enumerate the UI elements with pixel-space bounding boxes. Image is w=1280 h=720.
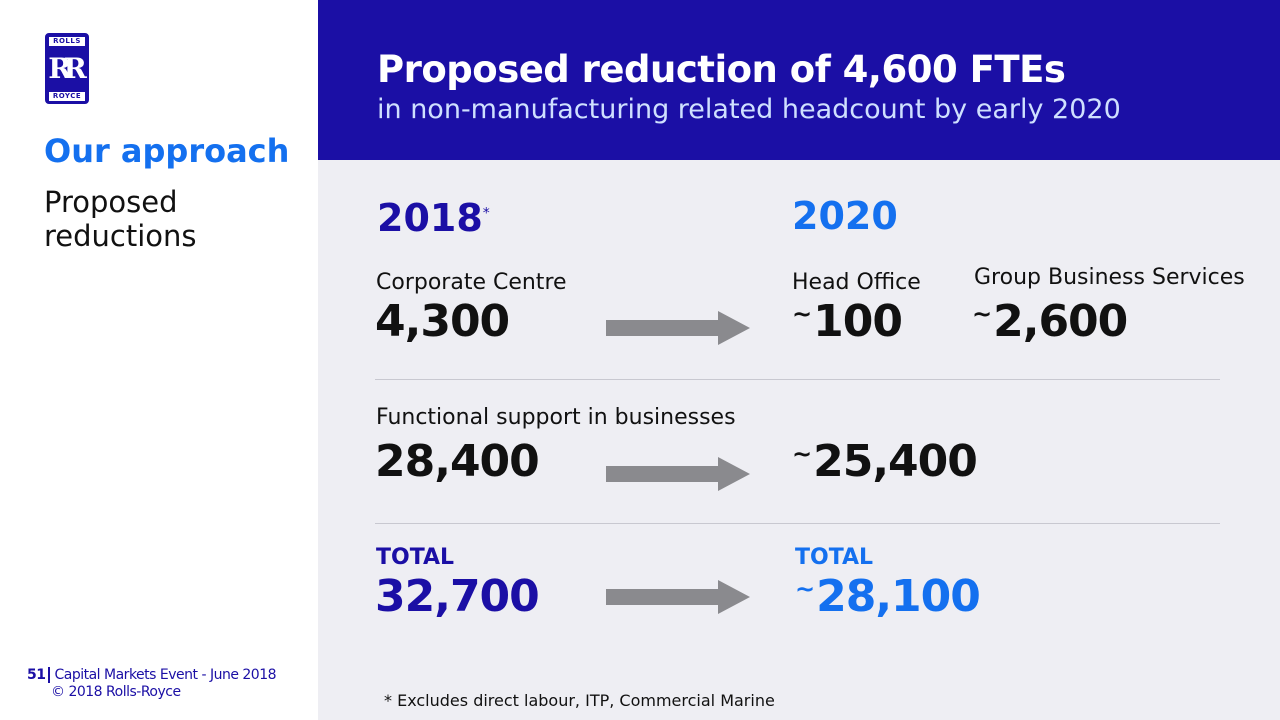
arrow-right-icon [606,311,750,345]
row2-label: Functional support in businesses [376,405,736,430]
section-subtitle: Proposed reductions [44,185,197,253]
footer-event: Capital Markets Event - June 2018 [54,667,277,683]
row1-from-value: 4,300 [375,296,510,347]
arrow-right-icon [606,457,750,491]
year-to: 2020 [792,194,898,238]
head-office-label: Head Office [792,270,921,295]
year-from-text: 2018 [377,196,483,240]
row2-to-value: ~25,400 [792,436,978,487]
footnote-mark: * [482,205,490,222]
footer-copyright: © 2018 Rolls-Royce [51,684,181,700]
divider [375,379,1220,380]
arrow-right-icon [606,580,750,614]
footnote: * Excludes direct labour, ITP, Commercia… [384,691,775,710]
page-number: 51 [27,667,51,683]
total-to-value: ~28,100 [795,571,981,622]
total-to-label: TOTAL [795,545,874,570]
header-subtitle: in non-manufacturing related headcount b… [377,94,1121,125]
gbs-value: ~2,600 [972,296,1128,347]
footer: 51 Capital Markets Event - June 2018 © 20… [27,667,277,701]
total-from-label: TOTAL [376,545,455,570]
header-banner [318,0,1280,160]
head-office-value: ~100 [792,296,903,347]
header-title: Proposed reduction of 4,600 FTEs [377,48,1066,91]
logo-mark: RR [48,52,87,85]
row1-label: Corporate Centre [376,270,567,295]
rolls-royce-logo: ROLLS RR ROYCE [45,33,89,104]
total-from-value: 32,700 [375,571,540,622]
logo-top: ROLLS [49,37,85,46]
gbs-label: Group Business Services [974,265,1245,290]
year-from: 2018* [377,196,490,240]
row2-from-value: 28,400 [375,436,540,487]
divider [375,523,1220,524]
section-title: Our approach [44,132,290,170]
logo-bottom: ROYCE [49,92,85,101]
